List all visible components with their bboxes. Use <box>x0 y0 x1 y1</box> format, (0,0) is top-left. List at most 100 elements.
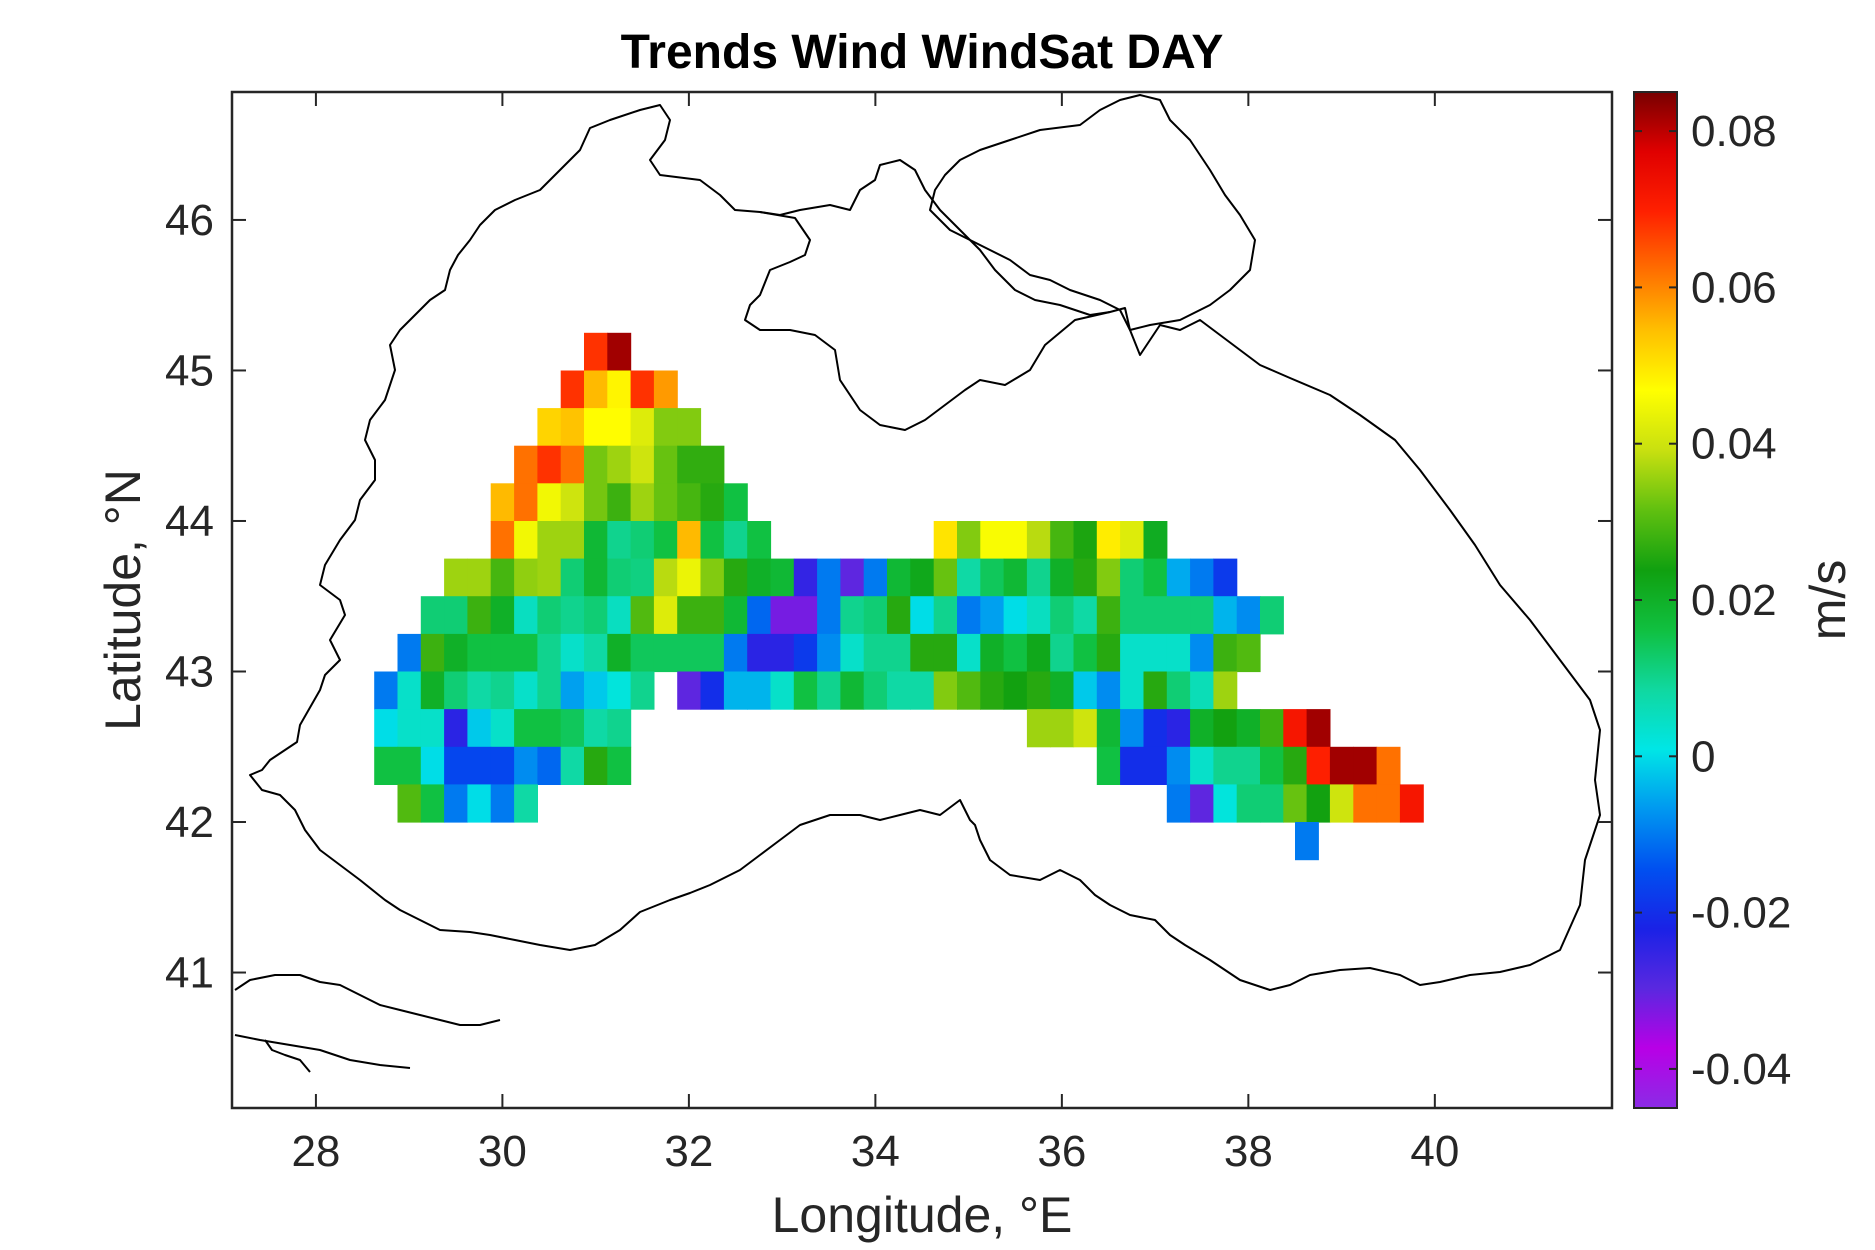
heatmap-cell <box>933 671 958 710</box>
heatmap-cell <box>490 483 515 522</box>
x-tick-label: 36 <box>1037 1127 1086 1176</box>
heatmap-cell <box>584 709 608 748</box>
colorbar-tick-label: 0 <box>1691 732 1715 781</box>
heatmap-cell <box>607 483 632 522</box>
heatmap-cell <box>677 483 702 522</box>
heatmap-cell <box>560 483 585 522</box>
heatmap-cell <box>1295 822 1319 861</box>
heatmap-cell <box>863 558 888 597</box>
heatmap-cell <box>1213 746 1238 785</box>
heatmap-cell <box>607 445 632 484</box>
y-tick-label: 41 <box>165 949 214 998</box>
heatmap-cell <box>560 596 585 635</box>
heatmap-cell <box>840 596 865 635</box>
colorbar-label: m/s <box>1800 560 1856 641</box>
heatmap-cell <box>1096 596 1121 635</box>
heatmap-cell <box>630 596 655 635</box>
heatmap-cell <box>1143 633 1168 673</box>
heatmap-cell <box>1120 633 1144 673</box>
heatmap-cell <box>1213 558 1238 597</box>
colorbar-ticks: 0.08 0.06 0.04 0.02 0 -0.02 -0.04 <box>1634 107 1791 1094</box>
heatmap-cell <box>793 633 818 673</box>
heatmap-cell <box>630 483 655 522</box>
heatmap-cell <box>1190 671 1214 710</box>
heatmap-cell <box>700 558 725 597</box>
heatmap-cell <box>514 784 538 823</box>
heatmap-cell <box>980 596 1005 635</box>
colorbar-tick-label: -0.04 <box>1691 1045 1791 1094</box>
heatmap-cell <box>700 671 725 710</box>
heatmap-cell <box>490 633 515 673</box>
heatmap-cell <box>1073 596 1098 635</box>
heatmap-cell <box>653 521 678 560</box>
heatmap-cell <box>933 633 958 673</box>
heatmap-cell <box>840 671 865 710</box>
x-tick-label: 30 <box>478 1127 527 1176</box>
heatmap-cell <box>1073 521 1098 560</box>
heatmap-cell <box>1190 633 1214 673</box>
heatmap-cell <box>514 709 538 748</box>
heatmap-cell <box>1190 596 1214 635</box>
heatmap-cell <box>1166 709 1191 748</box>
heatmap-cell <box>560 445 585 484</box>
heatmap-cell <box>700 633 725 673</box>
heatmap-cell <box>1120 709 1144 748</box>
heatmap-cell <box>630 558 655 597</box>
heatmap-cell <box>1166 558 1191 597</box>
heatmap-cell <box>957 633 981 673</box>
heatmap-cell <box>397 709 422 748</box>
heatmap-cell <box>537 483 562 522</box>
x-tick-label: 28 <box>291 1127 340 1176</box>
heatmap-cell <box>887 558 911 597</box>
heatmap-cell <box>1096 746 1121 785</box>
heatmap-cell <box>653 596 678 635</box>
heatmap-cell <box>1166 671 1191 710</box>
heatmap-cell <box>514 445 538 484</box>
heatmap-cell <box>630 408 655 447</box>
heatmap-cell <box>1329 746 1354 785</box>
heatmap-cell <box>1003 633 1028 673</box>
heatmap-cell <box>490 746 515 785</box>
heatmap-cell <box>793 558 818 597</box>
heatmap-cell <box>910 558 935 597</box>
heatmap-cell <box>700 596 725 635</box>
heatmap-cell <box>584 596 608 635</box>
heatmap-cell <box>1236 709 1261 748</box>
heatmap-cell <box>723 671 748 710</box>
heatmap-cell <box>1096 633 1121 673</box>
heatmap-cell <box>1236 633 1261 673</box>
heatmap-cell <box>467 596 492 635</box>
heatmap-cell <box>444 596 468 635</box>
heatmap-cell <box>1306 784 1331 823</box>
heatmap-cell <box>584 332 608 371</box>
colorbar-tick-label: 0.02 <box>1691 576 1777 625</box>
heatmap-cell <box>607 408 632 447</box>
heatmap-cell <box>397 784 422 823</box>
heatmap-cell <box>537 445 562 484</box>
heatmap-cell <box>537 596 562 635</box>
colorbar: 0.08 0.06 0.04 0.02 0 -0.02 -0.04 m/s <box>1633 91 1856 1109</box>
heatmap-cell <box>1213 671 1238 710</box>
heatmap-cell <box>1283 709 1308 748</box>
heatmap-cell <box>1283 784 1308 823</box>
heatmap-cell <box>653 445 678 484</box>
heatmap-cell <box>910 671 935 710</box>
heatmap-cell <box>560 558 585 597</box>
heatmap-cell <box>444 709 468 748</box>
heatmap-cell <box>653 633 678 673</box>
heatmap-cell <box>887 596 911 635</box>
heatmap-cell <box>607 709 632 748</box>
heatmap-cell <box>1143 746 1168 785</box>
heatmap-cell <box>770 596 795 635</box>
heatmap-cell <box>490 521 515 560</box>
heatmap-cell <box>1026 596 1051 635</box>
heatmap-cell <box>723 596 748 635</box>
heatmap-cell <box>537 746 562 785</box>
heatmap-cell <box>1260 746 1284 785</box>
heatmap-cell <box>1026 558 1051 597</box>
heatmap-cell <box>933 596 958 635</box>
heatmap-cell <box>677 671 702 710</box>
heatmap-cell <box>444 746 468 785</box>
heatmap-cell <box>980 521 1005 560</box>
heatmap-cell <box>770 671 795 710</box>
